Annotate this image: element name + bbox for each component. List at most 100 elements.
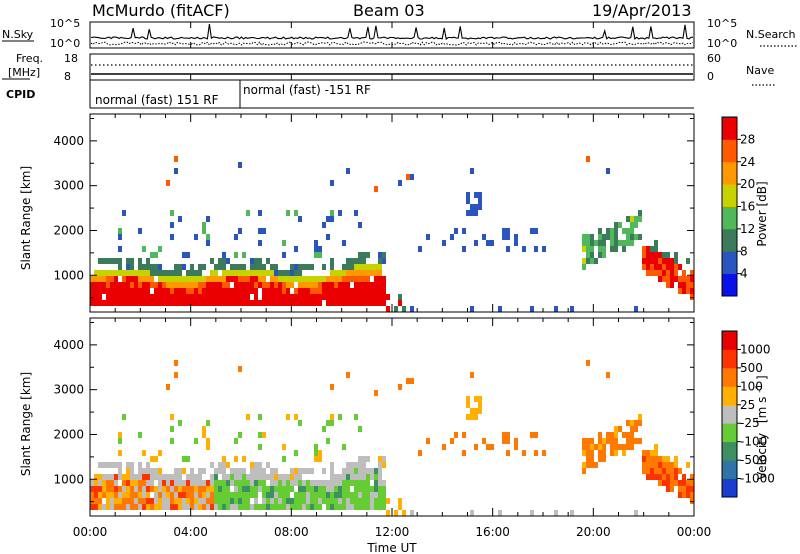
velocity-cell <box>634 420 638 426</box>
velocity-cell <box>210 486 214 492</box>
velocity-cell <box>182 486 186 492</box>
colorbar-tick-label: 100 <box>740 379 763 393</box>
power-cell <box>334 294 338 300</box>
power-cell <box>246 294 250 300</box>
velocity-cell <box>118 486 122 492</box>
power-cell <box>106 258 110 264</box>
velocity-cell <box>166 504 170 510</box>
colorbar-tick-label: 28 <box>740 132 755 146</box>
velocity-colorbar-label: Velocity [m s -1 ] <box>751 375 769 480</box>
power-cell <box>330 270 334 276</box>
velocity-cell <box>154 492 158 498</box>
velocity-cell <box>138 468 142 474</box>
velocity-cell <box>690 492 694 498</box>
power-cell <box>342 288 346 294</box>
velocity-cell <box>206 492 210 498</box>
velocity-cell <box>386 498 390 504</box>
velocity-cell <box>134 498 138 504</box>
power-cell <box>262 288 266 294</box>
velocity-cell <box>474 396 478 402</box>
velocity-cell <box>110 492 114 498</box>
power-cell <box>682 282 686 288</box>
power-cell <box>330 264 334 270</box>
power-cell <box>338 288 342 294</box>
power-cell <box>246 270 250 276</box>
velocity-cell <box>686 492 690 498</box>
velocity-cell <box>166 384 170 390</box>
velocity-cell <box>150 474 154 480</box>
power-cell <box>162 282 166 288</box>
velocity-cell <box>202 498 206 504</box>
power-cell <box>674 258 678 264</box>
power-cell <box>306 294 310 300</box>
velocity-cell <box>142 498 146 504</box>
power-cell <box>102 282 106 288</box>
power-cell <box>506 246 510 252</box>
velocity-cell <box>610 450 614 456</box>
power-cell <box>166 180 170 186</box>
power-cell <box>98 282 102 288</box>
power-cell <box>134 288 138 294</box>
power-cell <box>310 264 314 270</box>
velocity-cell <box>274 504 278 510</box>
velocity-cell <box>346 492 350 498</box>
velocity-cell <box>398 498 402 504</box>
power-cell <box>378 282 382 288</box>
velocity-cell <box>94 474 98 480</box>
power-cell <box>222 300 226 306</box>
power-cell <box>254 288 258 294</box>
power-cell <box>274 288 278 294</box>
power-cell <box>226 270 230 276</box>
velocity-cell <box>238 504 242 510</box>
power-cell <box>554 306 558 312</box>
power-cell <box>366 270 370 276</box>
power-cell <box>98 276 102 282</box>
velocity-cell <box>318 498 322 504</box>
power-cell <box>334 288 338 294</box>
velocity-cell <box>666 474 670 480</box>
power-cell <box>230 300 234 306</box>
power-cell <box>666 276 670 282</box>
power-cell <box>198 276 202 282</box>
power-cell <box>238 282 242 288</box>
power-cell <box>250 276 254 282</box>
power-cell <box>122 294 126 300</box>
power-cell <box>226 276 230 282</box>
velocity-cell <box>466 402 470 408</box>
power-cell <box>222 270 226 276</box>
velocity-cell <box>150 456 154 462</box>
power-cell <box>598 240 602 246</box>
power-cell <box>258 264 262 270</box>
power-cell <box>294 276 298 282</box>
velocity-cell <box>642 462 646 468</box>
velocity-cell <box>318 492 322 498</box>
power-cell <box>234 276 238 282</box>
power-cell <box>182 282 186 288</box>
velocity-cell <box>222 504 226 510</box>
power-cell <box>338 210 342 216</box>
power-cell <box>622 246 626 252</box>
power-cell <box>330 216 334 222</box>
velocity-cell <box>250 486 254 492</box>
power-cell <box>630 240 634 246</box>
velocity-cell <box>90 492 94 498</box>
power-cell <box>98 288 102 294</box>
velocity-cell <box>322 492 326 498</box>
velocity-cell <box>366 468 370 474</box>
velocity-cell <box>258 480 262 486</box>
velocity-cell <box>138 462 142 468</box>
power-cell <box>682 276 686 282</box>
power-cell <box>298 300 302 306</box>
velocity-cell <box>382 480 386 486</box>
velocity-cell <box>282 492 286 498</box>
velocity-cell <box>326 438 330 444</box>
power-cell <box>242 282 246 288</box>
power-cell <box>630 216 634 222</box>
power-cell <box>150 300 154 306</box>
velocity-cell <box>262 468 266 474</box>
velocity-cell <box>250 474 254 480</box>
power-cell <box>282 288 286 294</box>
velocity-colorbar-label-exp: -1 <box>755 384 765 393</box>
velocity-cell <box>226 462 230 468</box>
power-cell <box>346 264 350 270</box>
